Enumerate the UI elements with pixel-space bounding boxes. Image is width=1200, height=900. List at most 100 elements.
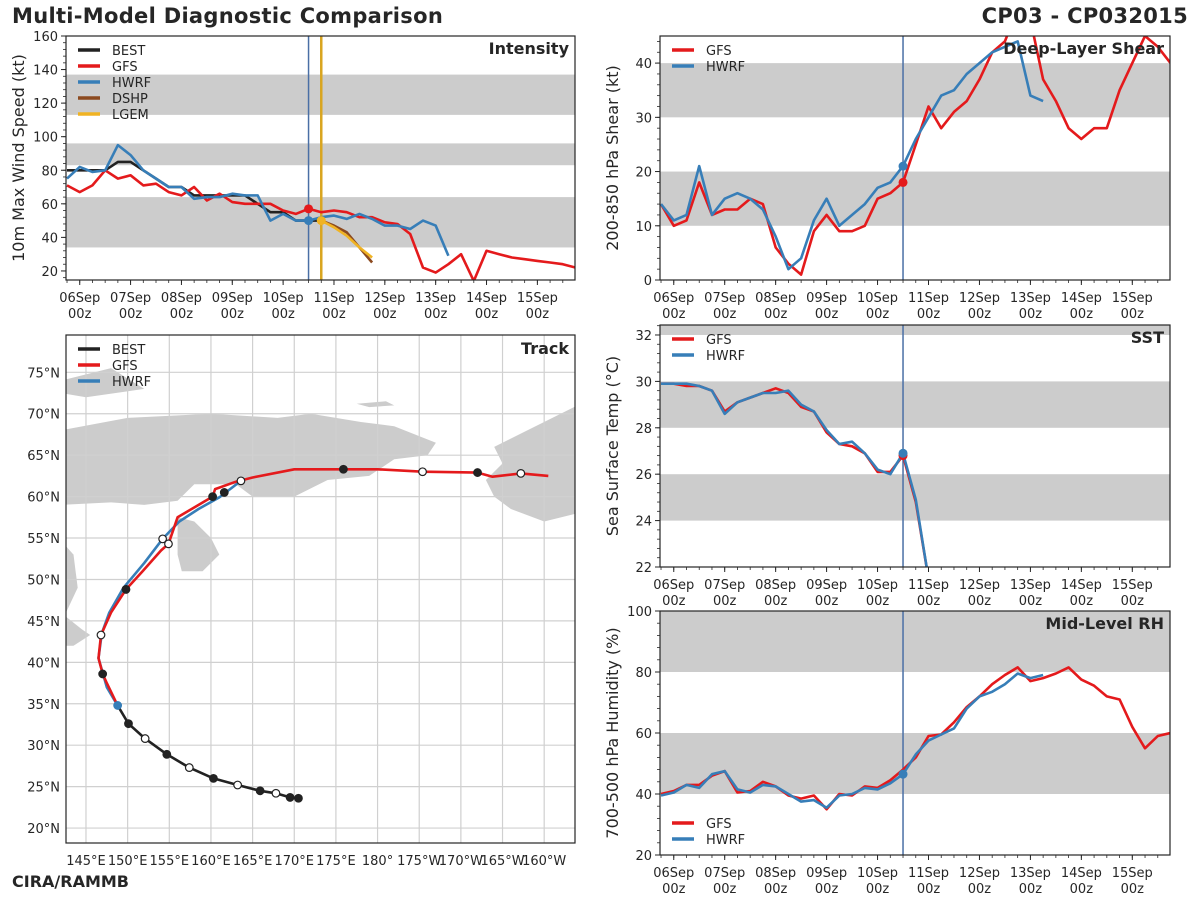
lat-tick-label: 55°N bbox=[27, 532, 60, 547]
intensity-xtick-label: 06Sep bbox=[59, 291, 100, 306]
intensity-ytick-label: 60 bbox=[41, 198, 58, 213]
lon-tick-label: 170°W bbox=[439, 854, 483, 869]
shear-ytick-label: 10 bbox=[635, 220, 652, 235]
shear-ytick-label: 0 bbox=[644, 274, 652, 289]
land-mass-5 bbox=[356, 401, 395, 408]
legend-label-best: BEST bbox=[112, 44, 145, 59]
intensity-xtick-label: 00z bbox=[373, 307, 397, 322]
intensity-xtick-label: 00z bbox=[119, 307, 143, 322]
legend-label-hwrf: HWRF bbox=[706, 60, 745, 75]
page-title: Multi-Model Diagnostic Comparison bbox=[12, 4, 444, 28]
legend-label-gfs: GFS bbox=[706, 44, 732, 59]
lon-tick-label: 145°E bbox=[66, 854, 106, 869]
lat-tick-label: 20°N bbox=[27, 822, 60, 837]
track-point-best bbox=[124, 719, 133, 729]
lat-tick-label: 65°N bbox=[27, 449, 60, 464]
shear-band-1 bbox=[660, 63, 1170, 118]
rh-xtick-label: 00z bbox=[1070, 882, 1094, 897]
shear-xtick-label: 07Sep bbox=[704, 291, 745, 306]
intensity-series-hwrf bbox=[66, 143, 450, 257]
sst-xtick-label: 00z bbox=[866, 594, 890, 609]
sst-panel: 22242628303206Sep00z07Sep00z08Sep00z09Se… bbox=[603, 324, 1171, 609]
rh-xtick-label: 00z bbox=[815, 882, 839, 897]
legend-label-gfs: GFS bbox=[706, 333, 732, 348]
rh-plot-area bbox=[660, 611, 1170, 855]
rh-ytick-label: 100 bbox=[627, 605, 652, 620]
legend-label-gfs: GFS bbox=[112, 60, 138, 75]
land-mass-6 bbox=[66, 616, 91, 646]
rh-series-hwrf bbox=[660, 672, 1044, 810]
intensity-series-best bbox=[67, 160, 322, 222]
shear-xtick-label: 00z bbox=[713, 307, 737, 322]
legend-label-hwrf: HWRF bbox=[112, 76, 151, 91]
sst-xtick-label: 13Sep bbox=[1010, 578, 1051, 593]
track-point-gfs bbox=[473, 468, 482, 477]
land-mass-3 bbox=[485, 406, 575, 522]
intensity-ytick-label: 40 bbox=[41, 231, 58, 246]
rh-xtick-label: 00z bbox=[764, 882, 788, 897]
intensity-xtick-label: 09Sep bbox=[212, 291, 253, 306]
lat-tick-label: 70°N bbox=[27, 408, 60, 423]
lon-tick-label: 180° bbox=[362, 854, 393, 869]
track-panel-title: Track bbox=[521, 339, 569, 358]
sst-ylabel: Sea Surface Temp (°C) bbox=[603, 356, 622, 536]
shear-xtick-label: 12Sep bbox=[959, 291, 1000, 306]
track-point-best bbox=[209, 773, 218, 783]
track-point-hwrf bbox=[236, 476, 246, 486]
lat-tick-label: 60°N bbox=[27, 491, 60, 506]
intensity-xtick-label: 00z bbox=[526, 307, 550, 322]
rh-band-1 bbox=[660, 611, 1170, 672]
track-point-best bbox=[255, 786, 265, 796]
sst-xtick-label: 00z bbox=[917, 594, 941, 609]
rh-ytick-label: 80 bbox=[635, 666, 652, 681]
intensity-ylabel: 10m Max Wind Speed (kt) bbox=[9, 54, 28, 262]
intensity-xtick-label: 00z bbox=[170, 307, 194, 322]
shear-xtick-label: 13Sep bbox=[1010, 291, 1051, 306]
rh-ylabel: 700-500 hPa Humidity (%) bbox=[603, 627, 622, 838]
intensity-ytick-label: 120 bbox=[33, 97, 58, 112]
rh-ytick-label: 60 bbox=[635, 727, 652, 742]
sst-marker-hwrf bbox=[898, 448, 908, 458]
rh-xtick-label: 00z bbox=[662, 882, 686, 897]
lat-tick-label: 75°N bbox=[27, 366, 60, 381]
shear-xtick-label: 00z bbox=[662, 307, 686, 322]
legend-label-gfs: GFS bbox=[112, 359, 138, 374]
track-point-gfs bbox=[208, 492, 218, 501]
shear-frame bbox=[659, 35, 1171, 281]
rh-xtick-label: 11Sep bbox=[908, 866, 949, 881]
intensity-ytick-label: 80 bbox=[41, 164, 58, 179]
track-point-best bbox=[140, 734, 150, 743]
intensity-xtick-label: 15Sep bbox=[517, 291, 558, 306]
track-point-best bbox=[285, 793, 295, 802]
shear-xtick-label: 15Sep bbox=[1112, 291, 1153, 306]
track-point-gfs bbox=[516, 468, 526, 478]
sst-band-1 bbox=[660, 381, 1170, 428]
sst-xtick-label: 08Sep bbox=[755, 578, 796, 593]
lon-tick-label: 155°E bbox=[150, 854, 190, 869]
intensity-marker-hwrf bbox=[304, 216, 314, 226]
shear-xtick-label: 00z bbox=[968, 307, 992, 322]
track-point-gfs bbox=[219, 488, 229, 497]
shear-xtick-label: 00z bbox=[866, 307, 890, 322]
rh-ytick-label: 20 bbox=[635, 849, 652, 864]
lon-tick-label: 165°W bbox=[480, 854, 524, 869]
legend-label-hwrf: HWRF bbox=[706, 833, 745, 848]
lat-tick-label: 35°N bbox=[27, 698, 60, 713]
intensity-series-lgem bbox=[320, 219, 373, 259]
shear-ytick-label: 20 bbox=[635, 166, 652, 181]
shear-xtick-label: 08Sep bbox=[755, 291, 796, 306]
intensity-xtick-label: 00z bbox=[322, 307, 346, 322]
track-map-area bbox=[66, 335, 575, 843]
sst-xtick-label: 00z bbox=[1019, 594, 1043, 609]
lon-tick-label: 160°E bbox=[191, 854, 231, 869]
shear-xtick-label: 00z bbox=[917, 307, 941, 322]
rh-xtick-label: 15Sep bbox=[1112, 866, 1153, 881]
intensity-ytick-label: 140 bbox=[33, 64, 58, 79]
track-point-best bbox=[184, 763, 194, 772]
track-point-gfs bbox=[96, 630, 106, 640]
intensity-panel-title: Intensity bbox=[489, 39, 570, 58]
